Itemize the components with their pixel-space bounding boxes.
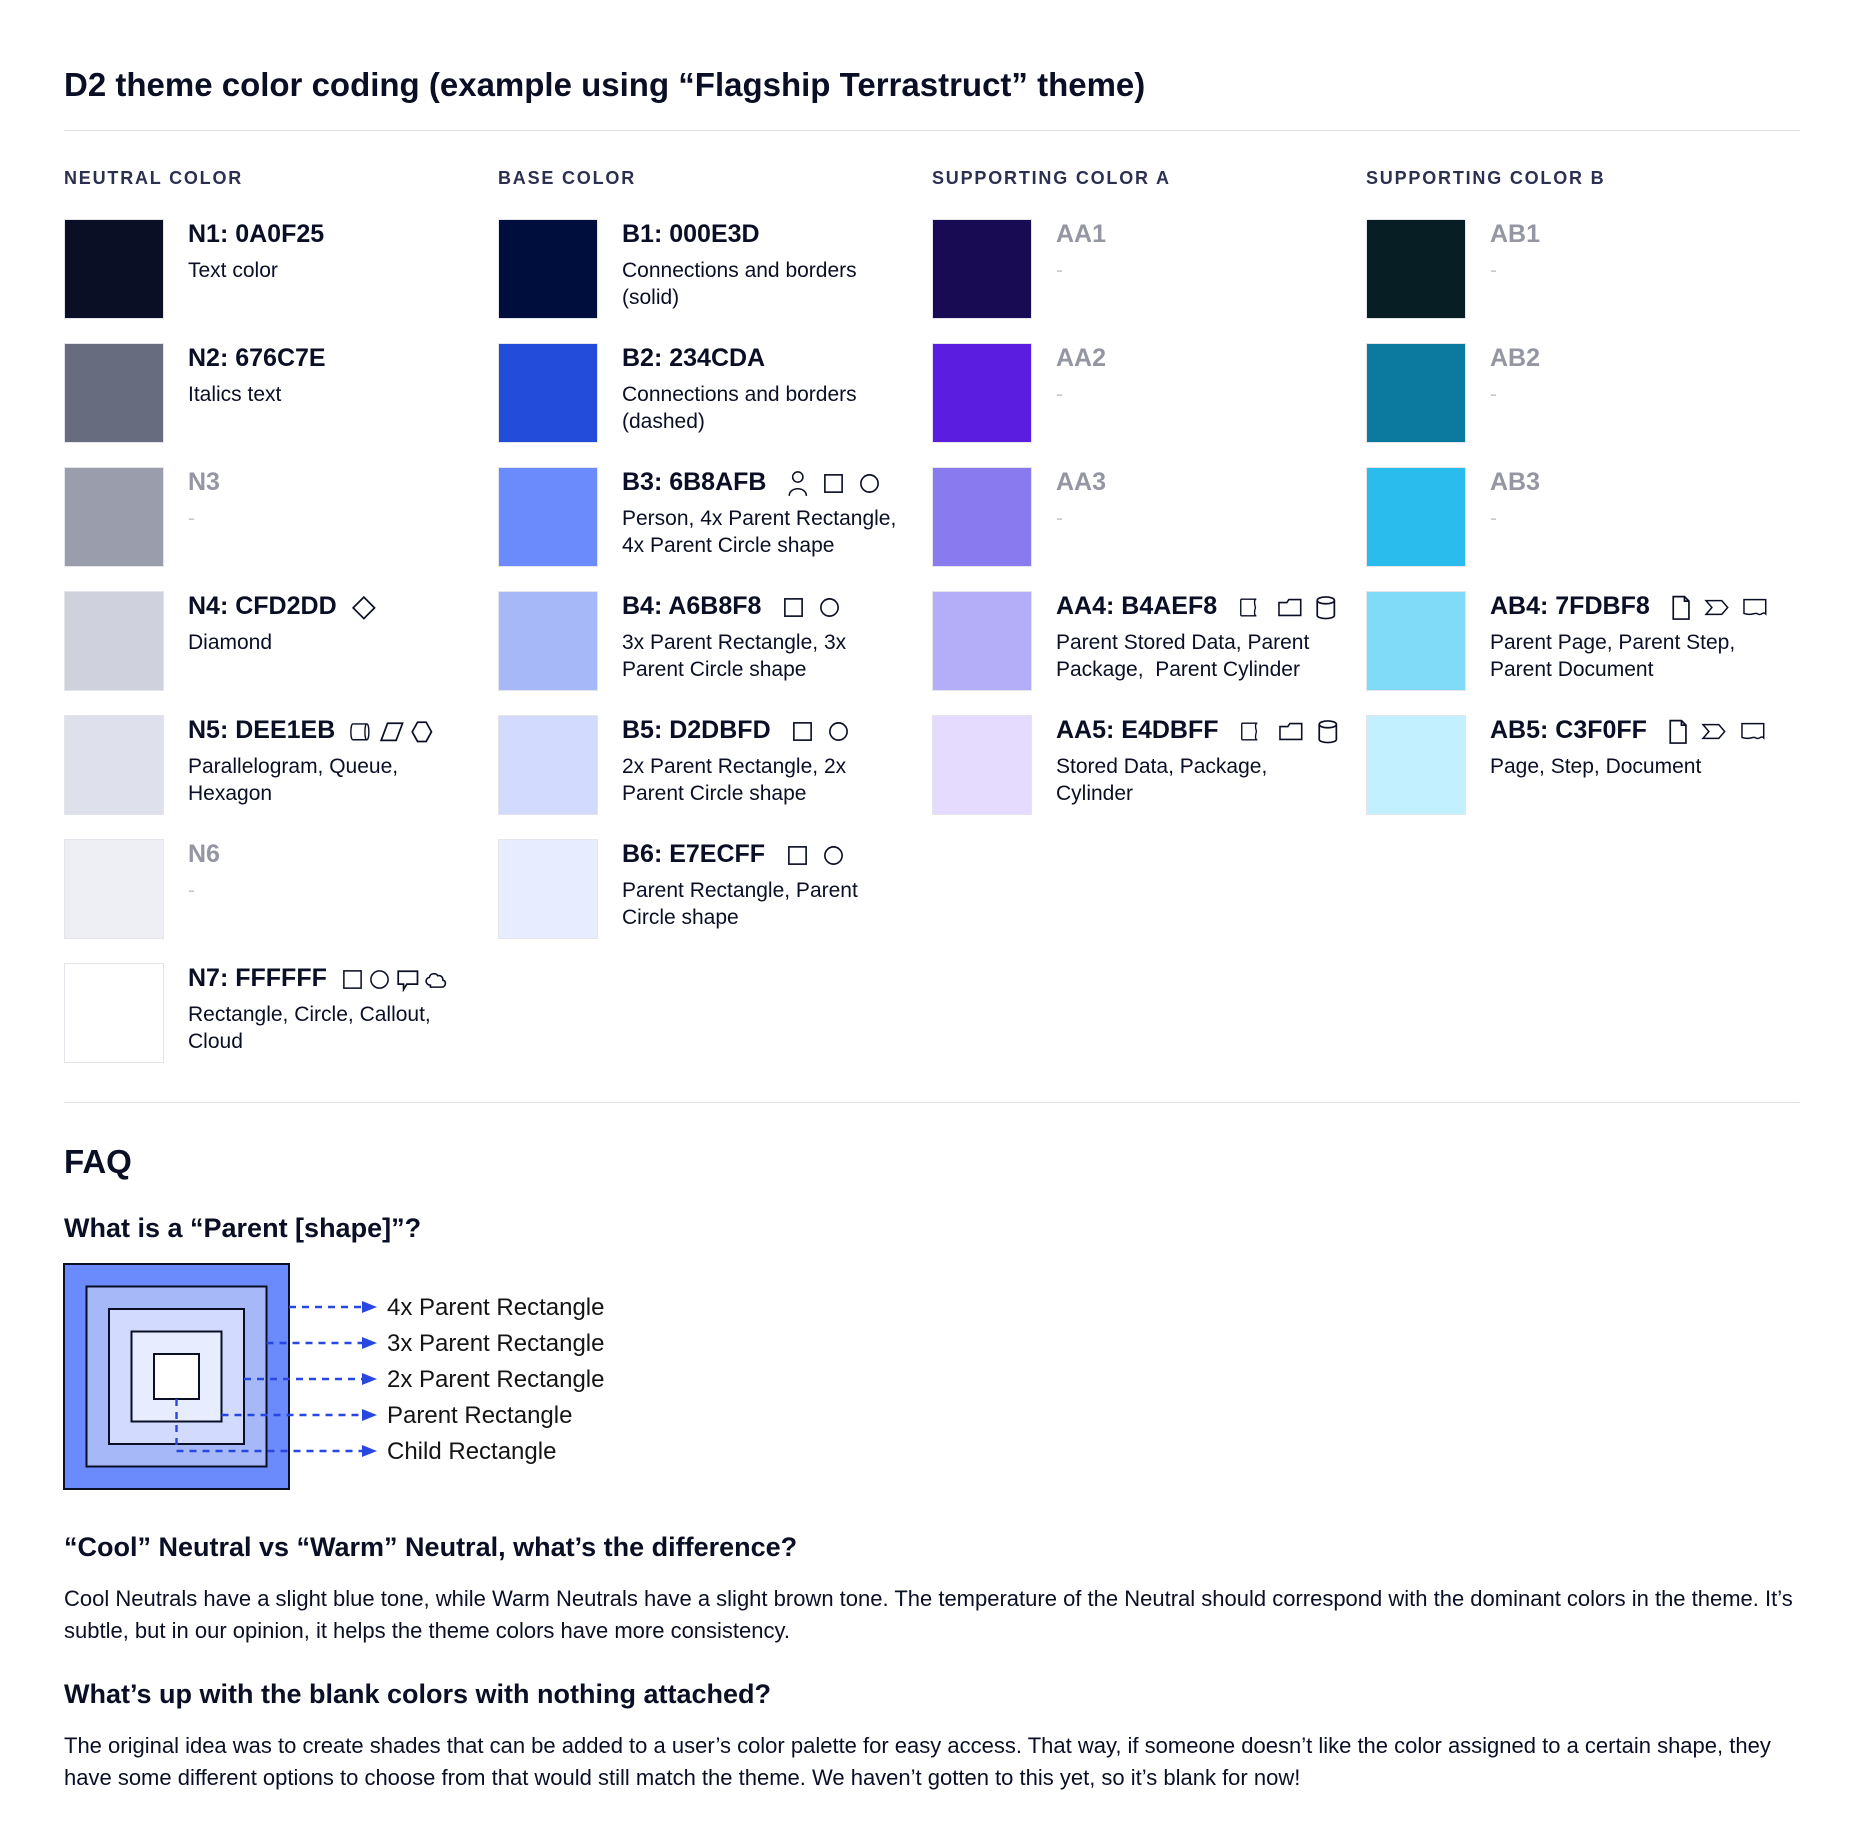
svg-text:Parent Rectangle: Parent Rectangle (387, 1402, 572, 1429)
svg-text:2x Parent Rectangle: 2x Parent Rectangle (387, 1366, 604, 1393)
svg-text:Child Rectangle: Child Rectangle (387, 1438, 556, 1465)
svg-text:3x Parent Rectangle: 3x Parent Rectangle (387, 1330, 604, 1357)
svg-text:4x Parent Rectangle: 4x Parent Rectangle (387, 1294, 604, 1321)
